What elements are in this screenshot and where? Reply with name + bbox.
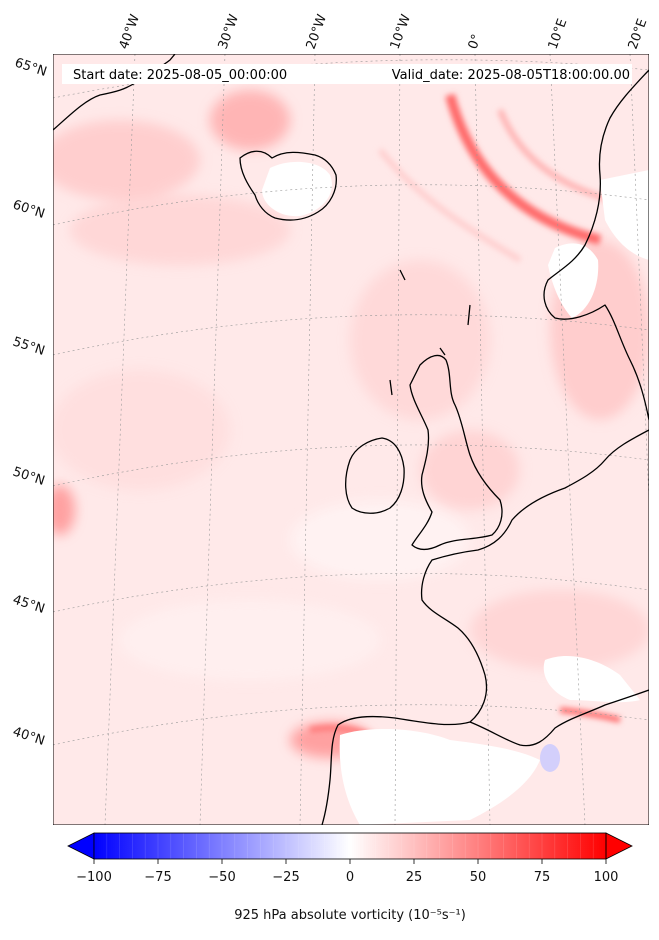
lat-label: 40°N <box>11 725 47 749</box>
coastlines <box>53 54 649 825</box>
norway-islands <box>389 269 471 396</box>
lon-label: 10°E <box>546 17 571 52</box>
colorbar-tick-label: −75 <box>144 870 171 885</box>
scandinavia-coast <box>543 69 649 421</box>
longitude-labels: 40°W 30°W 20°W 10°W 0° 10°E 20°E <box>117 12 651 51</box>
latitude-labels: 65°N 60°N 55°N 50°N 45°N 40°N <box>11 56 49 749</box>
colorbar-tick-label: −50 <box>208 870 235 885</box>
colorbar-tick-label: 0 <box>346 870 354 885</box>
colorbar: −100 −75 −50 −25 0 25 50 75 100 925 hPa absolute… <box>67 832 633 923</box>
vorticity-map <box>53 54 649 825</box>
valid-date: Valid_date: 2025-08-05T18:00:00.00 <box>392 68 630 83</box>
colorbar-tick-label: 50 <box>470 870 487 885</box>
lon-label: 10°W <box>388 12 414 51</box>
header-strip <box>62 64 632 84</box>
lat-label: 65°N <box>13 56 49 80</box>
frontal-bands <box>309 93 621 743</box>
lat-label: 60°N <box>11 198 47 222</box>
colorbar-ticks: −100 −75 −50 −25 0 25 50 75 100 <box>76 859 618 885</box>
graticule-lines <box>53 54 649 825</box>
start-date: Start date: 2025-08-05_00:00:00 <box>73 68 287 83</box>
lon-label: 20°W <box>304 12 330 51</box>
colorbar-label: 925 hPa absolute vorticity (10⁻⁵s⁻¹) <box>234 908 466 923</box>
ireland-coast <box>345 437 405 514</box>
colorbar-extend-high <box>605 832 633 860</box>
colorbar-body <box>94 833 606 859</box>
colorbar-tick-label: 75 <box>534 870 551 885</box>
continental-coast <box>321 429 649 825</box>
lat-label: 55°N <box>11 335 47 359</box>
negative-vorticity-patch <box>540 744 560 772</box>
colorbar-extend-low <box>67 832 95 860</box>
lat-label: 50°N <box>11 465 47 489</box>
colorbar-tick-label: −100 <box>76 870 112 885</box>
lon-label: 40°W <box>117 12 143 51</box>
lon-label: 20°E <box>626 17 651 52</box>
iberia-east-coast <box>469 689 649 747</box>
lon-label: 0° <box>466 32 485 51</box>
lon-label: 30°W <box>216 12 242 51</box>
colorbar-tick-label: 100 <box>594 870 619 885</box>
lat-label: 45°N <box>11 593 47 617</box>
colorbar-tick-label: 25 <box>406 870 423 885</box>
colorbar-tick-label: −25 <box>272 870 299 885</box>
iceland-coast <box>239 150 337 221</box>
britain-coast <box>409 354 503 551</box>
colorbar-bands <box>106 833 594 859</box>
low-vorticity-patches <box>262 161 649 825</box>
